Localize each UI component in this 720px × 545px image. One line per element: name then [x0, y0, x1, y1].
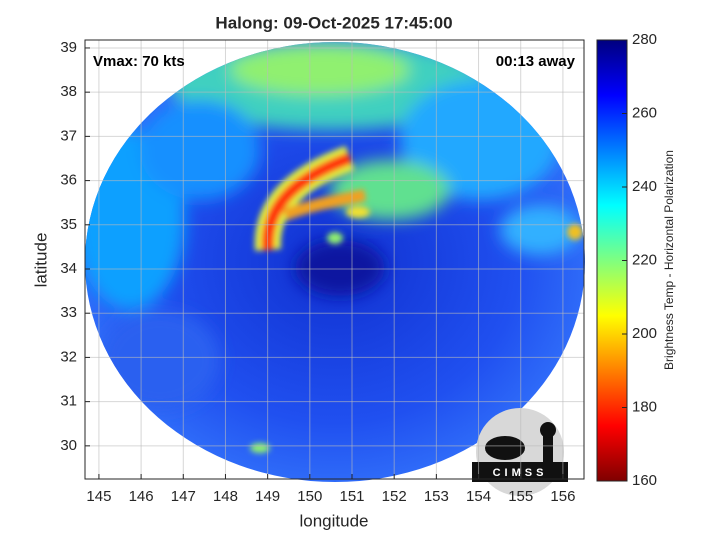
- x-tick-label: 153: [424, 488, 449, 505]
- y-tick-label: 36: [60, 172, 77, 189]
- chart-title: Halong: 09-Oct-2025 17:45:00: [215, 13, 452, 32]
- colorbar-tick-label: 260: [632, 104, 657, 121]
- colorbar-tick-label: 180: [632, 398, 657, 415]
- colorbar-tick-label: 240: [632, 178, 657, 195]
- y-tick-label: 38: [60, 83, 77, 100]
- y-axis-label: latitude: [31, 233, 50, 288]
- x-tick-label: 150: [297, 488, 322, 505]
- x-axis-label: longitude: [299, 511, 368, 530]
- x-tick-label: 155: [508, 488, 533, 505]
- y-tick-label: 35: [60, 216, 77, 233]
- logo-text: CIMSS: [493, 467, 548, 479]
- x-tick-label: 146: [129, 488, 154, 505]
- colorbar-tick-label: 160: [632, 472, 657, 489]
- colorbar-tick-label: 220: [632, 251, 657, 268]
- colorbar-tick-label: 200: [632, 325, 657, 342]
- x-tick-label: 154: [466, 488, 491, 505]
- y-tick-label: 30: [60, 437, 77, 454]
- x-tick-label: 147: [171, 488, 196, 505]
- x-tick-label: 151: [339, 488, 364, 505]
- y-tick-label: 39: [60, 39, 77, 56]
- y-tick-label: 33: [60, 304, 77, 321]
- annotation: Vmax: 70 kts: [93, 53, 185, 70]
- y-tick-label: 31: [60, 393, 77, 410]
- x-tick-label: 149: [255, 488, 280, 505]
- x-tick-label: 145: [86, 488, 111, 505]
- logo: CIMSS: [472, 408, 568, 496]
- colorbar-label: Brightness Temp - Horizontal Polarizatio…: [662, 150, 676, 370]
- colorbar-tick-label: 280: [632, 31, 657, 48]
- x-tick-label: 156: [550, 488, 575, 505]
- annotation: 00:13 away: [496, 53, 576, 70]
- x-tick-label: 148: [213, 488, 238, 505]
- plot-frame: [84, 39, 585, 480]
- satellite-image: [85, 42, 585, 482]
- y-tick-label: 37: [60, 127, 77, 144]
- y-tick-label: 32: [60, 348, 77, 365]
- y-tick-label: 34: [60, 260, 77, 277]
- x-tick-label: 152: [382, 488, 407, 505]
- grid: [85, 40, 584, 479]
